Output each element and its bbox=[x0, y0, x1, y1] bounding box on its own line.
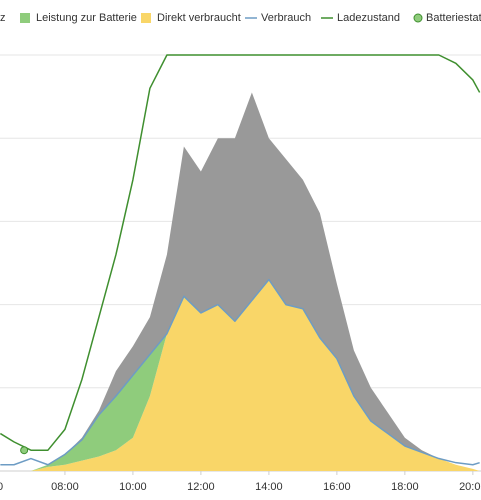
area bbox=[0, 92, 480, 471]
legend-label: Verbrauch bbox=[261, 12, 311, 24]
legend-label: Batteriestatus bbox=[426, 12, 481, 24]
legend-swatch bbox=[20, 13, 30, 23]
x-tick-label: 00 bbox=[0, 481, 3, 493]
line bbox=[0, 54, 481, 451]
legend-swatch bbox=[413, 13, 423, 23]
x-tick-label: 14:00 bbox=[255, 481, 283, 493]
legend-swatch bbox=[141, 13, 151, 23]
x-tick-label: 18:00 bbox=[391, 481, 419, 493]
x-tick-label: 08:00 bbox=[51, 481, 79, 493]
legend-label: Ladezustand bbox=[337, 12, 400, 24]
legend-label: Leistung zur Batterie bbox=[36, 12, 137, 24]
area bbox=[0, 279, 480, 471]
x-tick-label: 16:00 bbox=[323, 481, 351, 493]
legend-label: z bbox=[0, 12, 6, 24]
line bbox=[0, 278, 480, 466]
legend-label: Direkt verbraucht bbox=[157, 12, 241, 24]
x-tick-label: 20:00 bbox=[459, 481, 481, 493]
area bbox=[0, 279, 480, 471]
x-tick-label: 10:00 bbox=[119, 481, 147, 493]
point bbox=[20, 446, 29, 455]
x-tick-label: 12:00 bbox=[187, 481, 215, 493]
